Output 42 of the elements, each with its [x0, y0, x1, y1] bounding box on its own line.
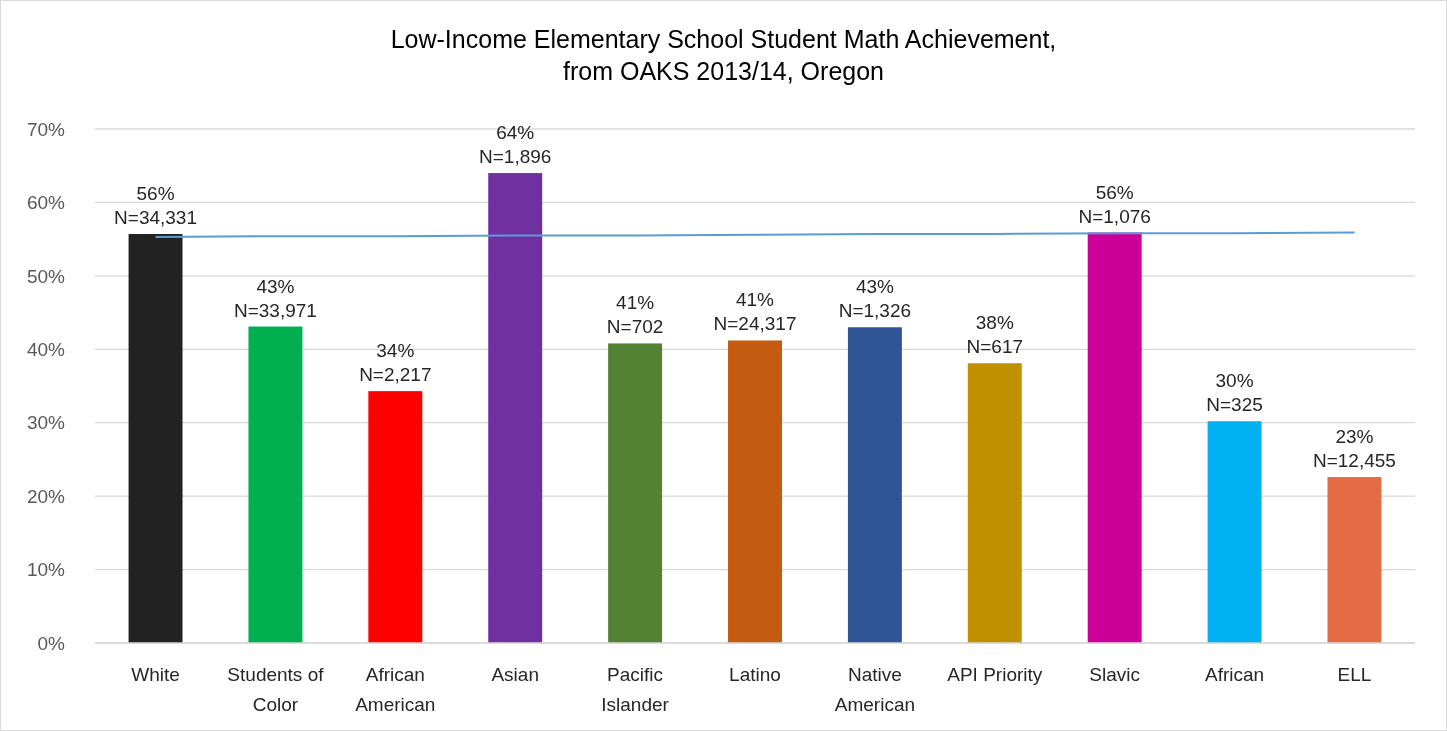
y-tick-label: 10% [26, 559, 66, 581]
y-tick-label: 30% [26, 412, 66, 434]
data-label: 30% N=325 [1206, 370, 1263, 416]
y-tick-label: 0% [37, 632, 66, 654]
data-label: 23% N=12,455 [1312, 426, 1396, 472]
x-tick-label: ELL [1337, 664, 1372, 685]
bar [847, 327, 902, 643]
data-label: 43% N=1,326 [838, 276, 912, 322]
bar [488, 173, 543, 643]
data-label: 34% N=2,217 [359, 340, 432, 386]
y-tick-label: 70% [26, 118, 66, 140]
x-tick-label: White [131, 664, 180, 685]
data-label: 38% N=617 [966, 312, 1024, 358]
data-label: 41% N=702 [606, 292, 664, 338]
y-tick-label: 20% [26, 485, 66, 507]
data-label: 64% N=1,896 [479, 122, 552, 168]
x-tick-label: Pacific Islander [601, 664, 670, 715]
x-tick-label: Asian [491, 664, 539, 685]
y-tick-label: 60% [26, 192, 66, 214]
bar [1327, 477, 1382, 643]
data-label: 56% N=1,076 [1078, 181, 1151, 227]
x-tick-label: Slavic [1089, 664, 1141, 685]
y-tick-label: 50% [26, 265, 66, 287]
x-tick-label: African American [355, 664, 436, 715]
y-tick-label: 40% [26, 338, 66, 360]
chart-title: Low-Income Elementary School Student Math Achievement, from OAKS 2013/14, Oregon [390, 25, 1057, 85]
bar [368, 391, 423, 643]
bar [1087, 232, 1142, 643]
x-tick-label: African [1204, 664, 1265, 685]
x-tick-label: API Priority [947, 664, 1043, 685]
bar [608, 343, 663, 643]
data-label: 56% N=34,331 [114, 183, 198, 228]
x-tick-label: Students of Color [227, 664, 325, 715]
bar [728, 340, 782, 643]
data-label: 41% N=24,317 [713, 289, 797, 335]
data-label: 43% N=33,971 [233, 275, 317, 321]
bar [967, 363, 1022, 643]
bar [1207, 421, 1262, 643]
x-tick-label: Native American [834, 664, 916, 715]
bar [128, 234, 183, 643]
x-tick-label: Latino [729, 664, 781, 685]
bar [248, 326, 303, 643]
